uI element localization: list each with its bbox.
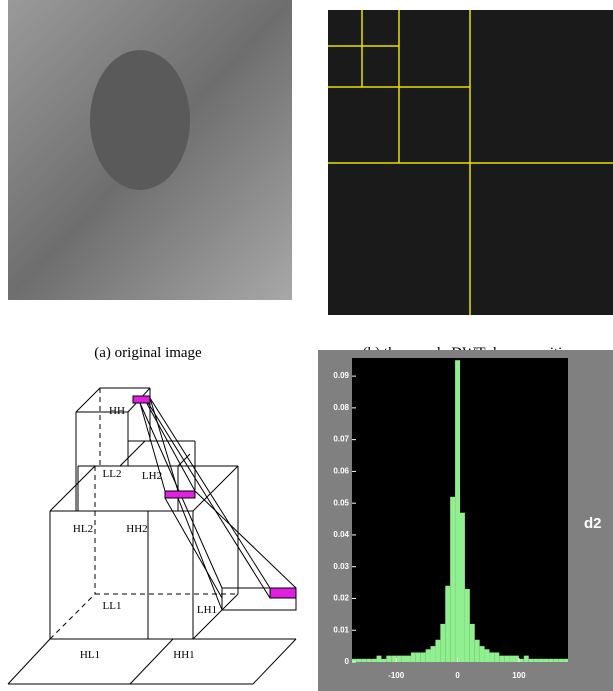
coeff-block — [165, 491, 195, 498]
bar — [524, 656, 529, 662]
bar — [421, 652, 426, 662]
bar — [357, 659, 362, 662]
bar — [470, 624, 475, 662]
coeff-block — [270, 588, 296, 598]
bar — [406, 656, 411, 662]
bar — [450, 497, 455, 662]
bar — [534, 659, 539, 662]
diagram-edge — [145, 398, 270, 598]
bar — [480, 646, 485, 662]
bar — [431, 646, 436, 662]
diagram-edge — [130, 639, 173, 684]
bar — [499, 656, 504, 662]
subband-label: HH — [109, 405, 125, 417]
diagram-edge — [8, 639, 50, 684]
bar — [539, 659, 544, 662]
bar — [494, 652, 499, 662]
subband-label: LL2 — [103, 468, 122, 480]
y-tick-label: 0.02 — [333, 594, 349, 603]
subband-label: LH2 — [142, 470, 162, 482]
series-label: d2 — [584, 515, 602, 532]
wavelet-tree-diagram: HH LL2 LH2 HL2 HH2 LL1 LH1 HL1 HH1 — [8, 388, 296, 684]
diagram-edge — [178, 498, 222, 610]
bar — [416, 652, 421, 662]
subband-label: HL1 — [80, 649, 100, 661]
subband-label: HL2 — [73, 523, 93, 535]
bar — [445, 586, 450, 662]
bar — [367, 659, 372, 662]
histogram: 0 0.01 0.02 0.03 0.04 0.05 0.06 0.07 0.08 0.09 -10… — [333, 358, 601, 680]
bar — [455, 360, 460, 662]
bar — [381, 659, 386, 662]
bar — [563, 659, 568, 662]
diagram-edge — [50, 466, 95, 511]
x-tick-label: 0 — [455, 671, 460, 680]
bar — [553, 659, 558, 662]
bar — [377, 656, 382, 662]
bar — [504, 656, 509, 662]
bar — [396, 656, 401, 662]
bar — [529, 659, 534, 662]
diagram-edge — [193, 594, 238, 639]
subband-label: LL1 — [103, 600, 122, 612]
bar — [514, 656, 519, 662]
diagram-edge — [120, 441, 145, 466]
y-tick-label: 0.05 — [333, 498, 349, 507]
diagram-edge — [76, 388, 100, 412]
subband-label: HH2 — [126, 523, 147, 535]
bar — [401, 656, 406, 662]
bar — [485, 649, 490, 662]
hidden-edge — [50, 594, 95, 639]
bar — [386, 656, 391, 662]
subband-label: LH1 — [197, 604, 217, 616]
bar — [475, 640, 480, 662]
bar — [509, 656, 514, 662]
subband-label: HH1 — [173, 649, 194, 661]
bar — [362, 659, 367, 662]
bar — [391, 656, 396, 662]
x-tick-label: -100 — [388, 671, 405, 680]
figure: (a) original image (b) three scale DWT d… — [0, 0, 613, 691]
x-tick-label: 100 — [512, 671, 526, 680]
y-tick-label: 0 — [345, 657, 350, 666]
coeff-block — [133, 396, 150, 403]
bar — [372, 659, 377, 662]
y-tick-label: 0.01 — [333, 625, 349, 634]
diagram-edge — [253, 639, 296, 684]
y-tick-label: 0.07 — [333, 435, 349, 444]
bar — [543, 659, 548, 662]
bar — [426, 649, 431, 662]
y-tick-label: 0.06 — [333, 467, 349, 476]
y-tick-label: 0.08 — [333, 403, 349, 412]
bar — [548, 659, 553, 662]
caption: (a) original image — [94, 345, 202, 361]
bar — [519, 659, 524, 662]
y-tick-label: 0.04 — [333, 530, 349, 539]
diagram-edge — [195, 491, 296, 588]
bar — [558, 659, 563, 662]
bar — [489, 652, 494, 662]
bar — [465, 589, 470, 662]
diagram-edge — [193, 466, 238, 511]
bar — [460, 513, 465, 662]
image-figure — [90, 50, 190, 190]
bar — [440, 624, 445, 662]
bar — [435, 640, 440, 662]
y-tick-label: 0.09 — [333, 371, 349, 380]
bar — [411, 652, 416, 662]
y-tick-label: 0.03 — [333, 562, 349, 571]
